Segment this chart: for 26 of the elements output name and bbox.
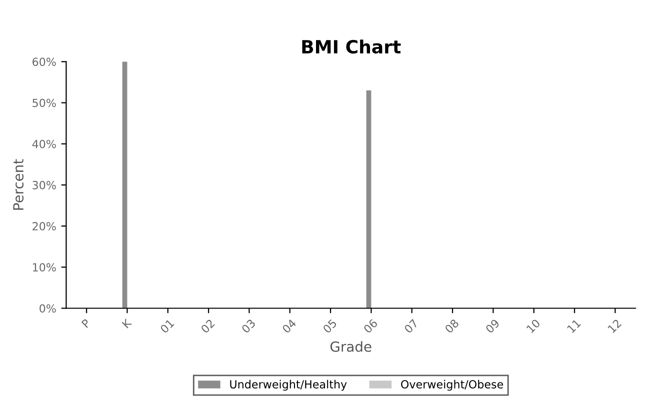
y-tick-label: 0% [40, 304, 56, 313]
x-tick-label: 05 [322, 318, 338, 334]
x-tick-label: 04 [282, 318, 297, 334]
y-tick-label: 30% [32, 180, 56, 190]
y-tick-label: 50% [32, 98, 56, 108]
x-tick-label: 07 [404, 318, 418, 334]
y-tick-label: 20% [32, 222, 56, 230]
y-tick-label: 40% [32, 140, 56, 148]
x-tick-label: 02 [200, 318, 216, 334]
y-tick-label: 60% [32, 58, 56, 66]
y-tick-label: 10% [33, 263, 56, 272]
x-tick-label: 10 [526, 318, 541, 334]
legend-label: Overweight/Obese [401, 380, 504, 391]
x-tick-label: 11 [566, 318, 581, 334]
x-tick-label: K [122, 318, 132, 328]
x-tick-label: 12 [607, 318, 622, 334]
x-tick-label: 08 [444, 318, 460, 334]
x-tick-label: 09 [485, 318, 500, 334]
x-tick-label: 03 [241, 318, 256, 334]
x-axis-title: Grade [330, 341, 372, 352]
chart-title: BMI Chart [302, 40, 401, 54]
legend-label: Underweight/Healthy [230, 380, 347, 391]
x-tick-label: 01 [160, 318, 174, 334]
x-tick-label: 06 [363, 318, 378, 334]
y-axis-title: Percent [13, 159, 24, 210]
x-tick-label: P [81, 318, 91, 328]
